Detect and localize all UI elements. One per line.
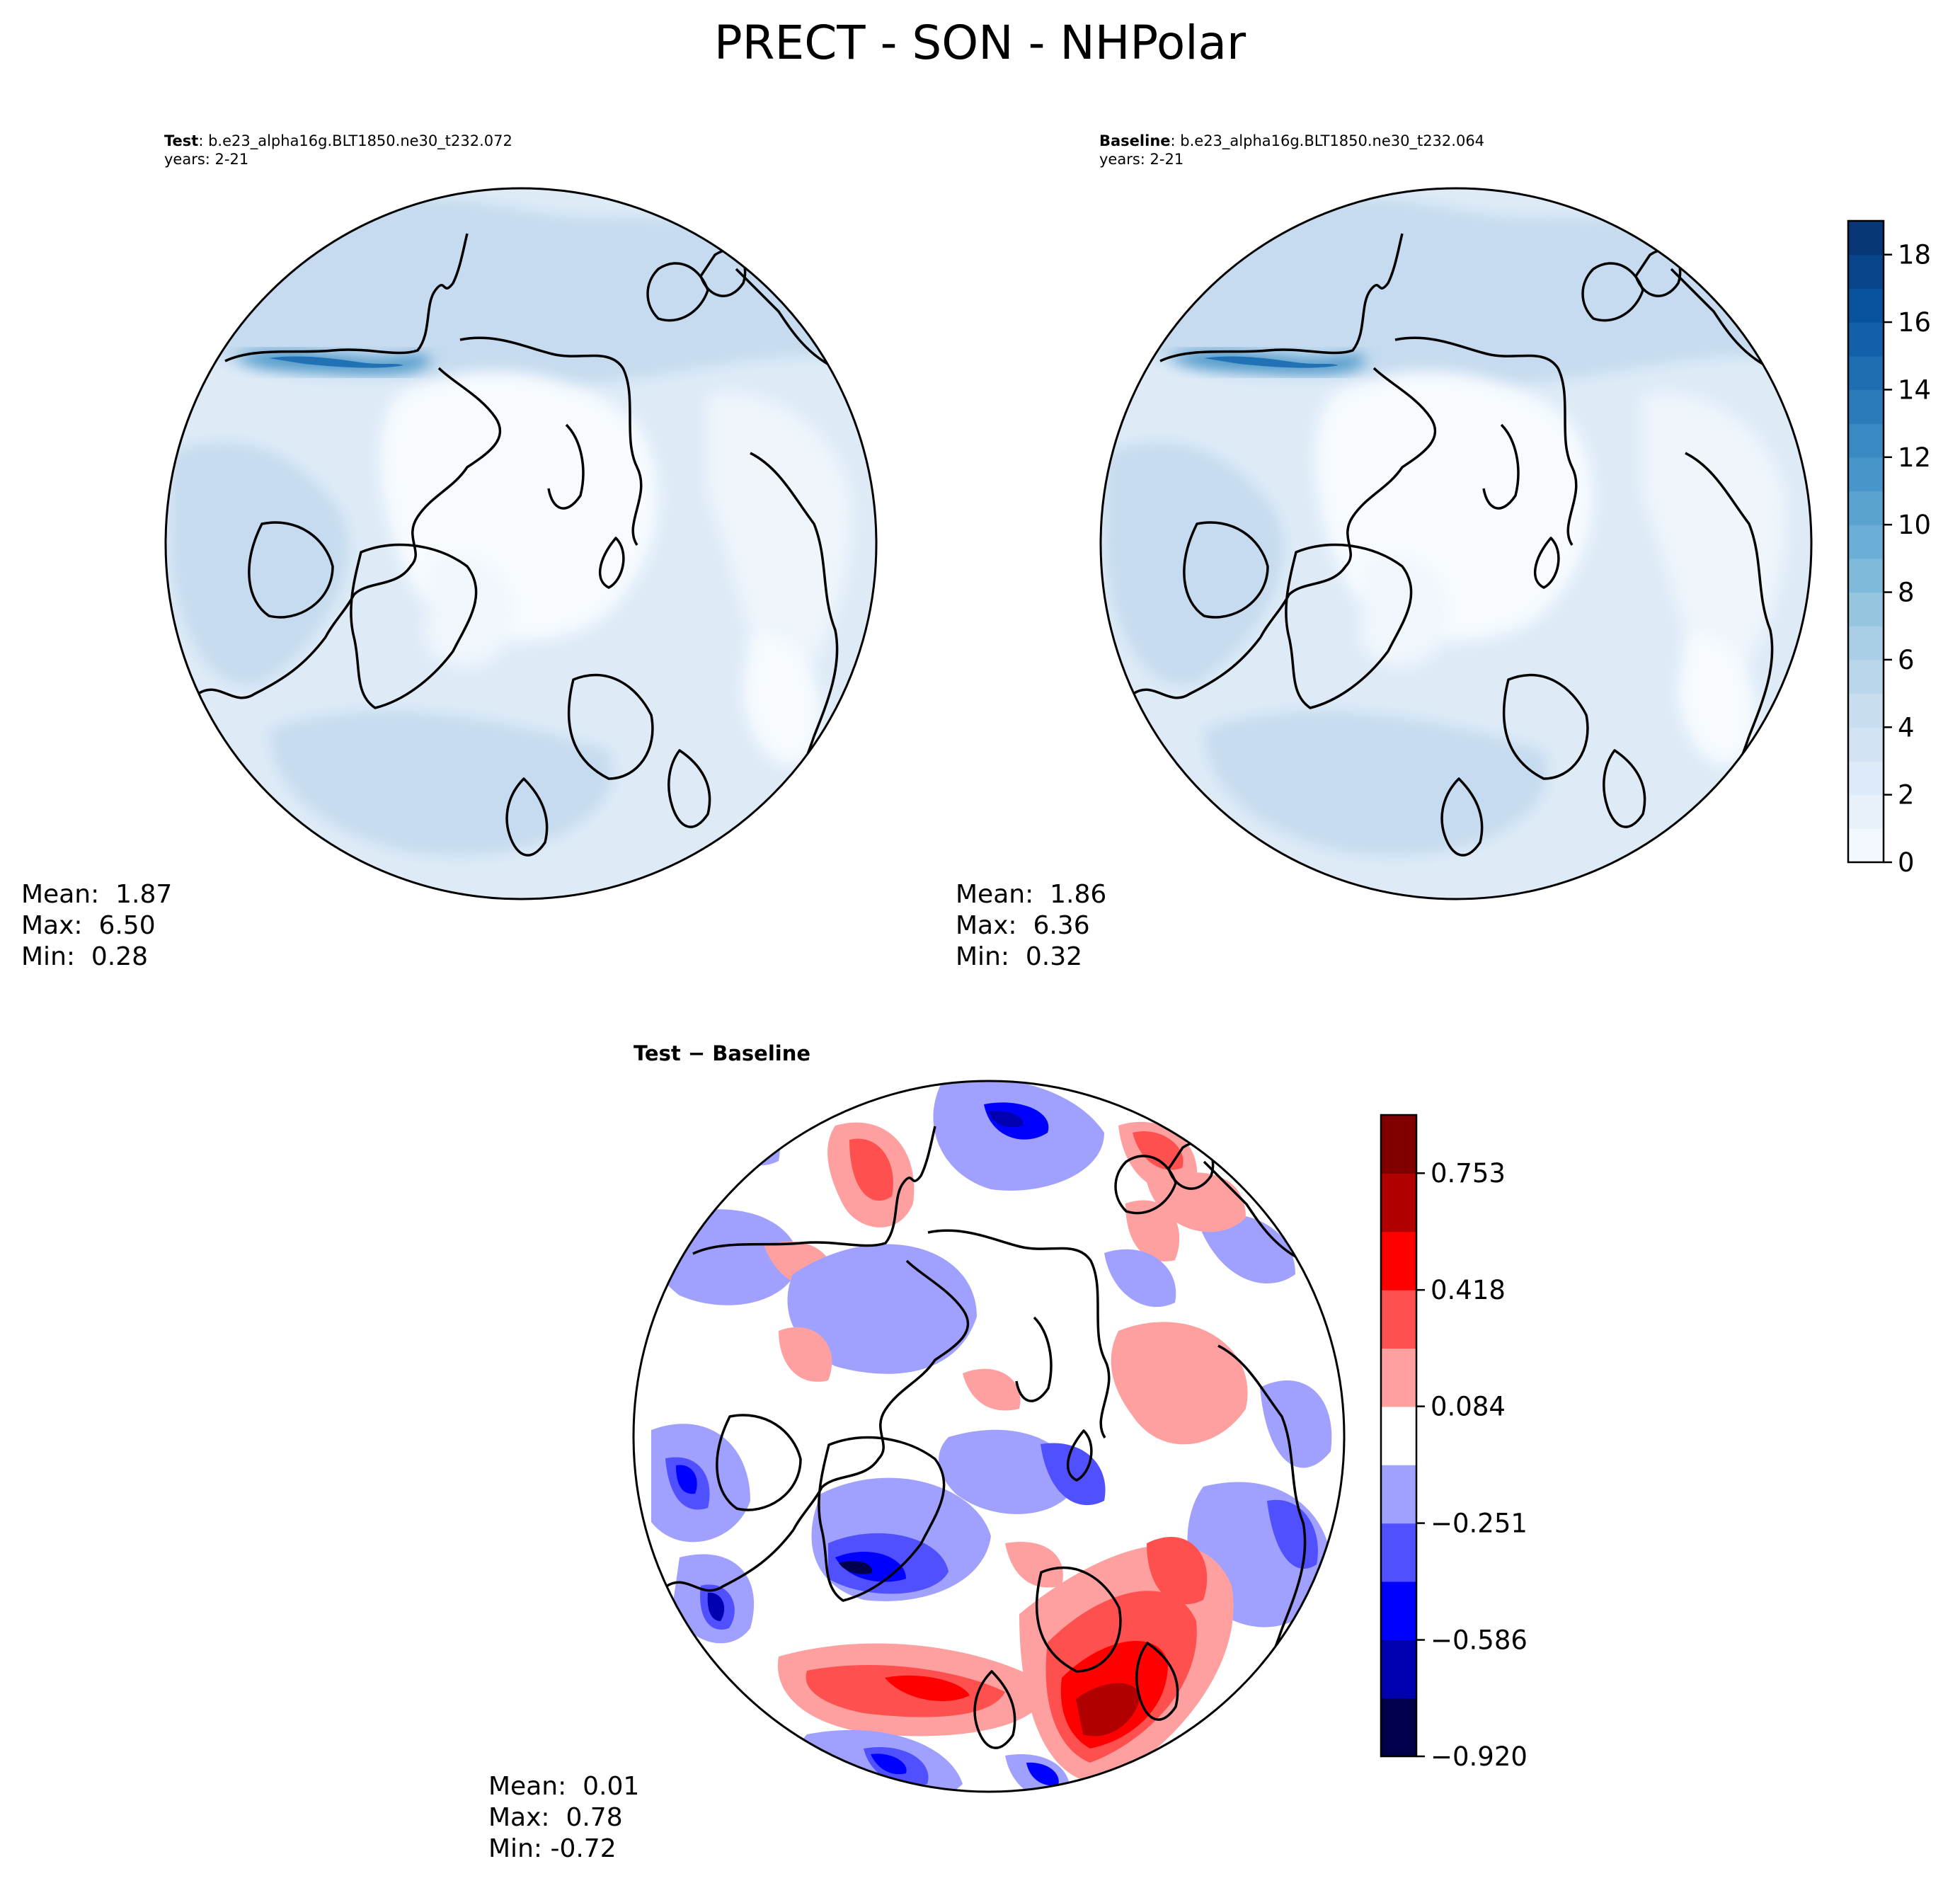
baseline-max: Max: 6.36 [956, 911, 1090, 940]
precip-colorbar-tick-label: 14 [1898, 374, 1931, 405]
test-label: Test [164, 132, 199, 149]
test-map [164, 187, 878, 900]
baseline-map [1099, 187, 1813, 900]
diff-colorbar-level [1381, 1581, 1416, 1640]
diff-colorbar-level [1381, 1173, 1416, 1232]
precip-colorbar-level [1848, 355, 1884, 391]
precip-colorbar-level [1848, 659, 1884, 694]
diff-colorbar-tick-label: −0.920 [1431, 1741, 1528, 1772]
diff-colorbar-level [1381, 1290, 1416, 1349]
diff-stats: Mean: 0.01 Max: 0.78 Min: -0.72 [488, 1771, 639, 1865]
diff-colorbar-level [1381, 1406, 1416, 1465]
precip-colorbar-level [1848, 727, 1884, 762]
test-min: Min: 0.28 [21, 942, 149, 971]
precip-colorbar-level [1848, 491, 1884, 525]
diff-colorbar-level [1381, 1698, 1416, 1757]
precip-colorbar-level [1848, 457, 1884, 492]
diff-colorbar-level [1381, 1523, 1416, 1582]
test-coastlines [168, 233, 839, 899]
test-max-core [269, 356, 403, 368]
diff-map [632, 1080, 1346, 1793]
precip-colorbar-level [1848, 828, 1884, 863]
diff-colorbar-level [1381, 1640, 1416, 1699]
precip-colorbar-tick-label: 10 [1898, 510, 1931, 540]
diff-colorbar-level [1381, 1465, 1416, 1524]
baseline-subtitle: Baseline: b.e23_alpha16g.BLT1850.ne30_t2… [1099, 132, 1484, 168]
precip-colorbar-level [1848, 592, 1884, 627]
test-subtitle: Test: b.e23_alpha16g.BLT1850.ne30_t232.0… [164, 132, 512, 168]
precip-colorbar-tick-label: 16 [1898, 307, 1931, 338]
diff-colorbar-level [1381, 1348, 1416, 1407]
precip-colorbar-tick-label: 4 [1898, 712, 1915, 743]
precip-colorbar-level [1848, 389, 1884, 424]
diff-colorbar-tick-label: −0.251 [1431, 1509, 1528, 1539]
diff-min: Min: -0.72 [488, 1834, 617, 1863]
baseline-coastlines [1104, 233, 1774, 899]
diff-anomaly-blobs [651, 1081, 1344, 1792]
diff-colorbar-tick-label: 0.084 [1431, 1392, 1506, 1422]
precip-colorbar: 0 2 4 6 8 10 12 14 16 18 [1847, 219, 1931, 878]
precip-colorbar-level [1848, 794, 1884, 829]
baseline-stats: Mean: 1.86 Max: 6.36 Min: 0.32 [956, 879, 1106, 973]
baseline-case-name: : b.e23_alpha16g.BLT1850.ne30_t232.064 [1170, 132, 1485, 149]
precip-colorbar-level [1848, 254, 1884, 289]
test-max: Max: 6.50 [21, 911, 156, 940]
diff-colorbar-frame [1380, 1114, 1418, 1758]
diff-colorbar-tick-label: −0.586 [1431, 1625, 1528, 1656]
test-mean: Mean: 1.87 [21, 880, 173, 909]
precip-colorbar-level [1848, 760, 1884, 796]
precip-colorbar-tick-label: 2 [1898, 780, 1915, 811]
baseline-map-frame [1099, 187, 1813, 900]
diff-coastlines [636, 1126, 1307, 1792]
precip-colorbar-tick-label: 8 [1898, 578, 1915, 608]
baseline-max-core [1204, 356, 1339, 368]
precip-colorbar-tick-label: 18 [1898, 240, 1931, 270]
precip-colorbar-tick-label: 0 [1898, 847, 1915, 878]
diff-mean: Mean: 0.01 [488, 1772, 640, 1801]
diff-map-frame [632, 1080, 1346, 1793]
precip-colorbar-level [1848, 693, 1884, 728]
precip-colorbar-level [1848, 221, 1884, 256]
precip-colorbar-level [1848, 322, 1884, 357]
baseline-years: years: 2-21 [1099, 151, 1184, 168]
diff-colorbar-tick-label: 0.753 [1431, 1158, 1506, 1189]
test-stats: Mean: 1.87 Max: 6.50 Min: 0.28 [21, 879, 172, 973]
test-map-frame [164, 187, 878, 900]
precip-colorbar-level [1848, 626, 1884, 660]
diff-colorbar-tick-label: 0.418 [1431, 1275, 1506, 1305]
precip-colorbar-level [1848, 423, 1884, 458]
diff-colorbar: −0.920 −0.586 −0.251 0.084 0.418 0.753 [1380, 1114, 1528, 1772]
diff-max: Max: 0.78 [488, 1803, 623, 1832]
test-case-name: : b.e23_alpha16g.BLT1850.ne30_t232.072 [198, 132, 512, 149]
precip-colorbar-level [1848, 525, 1884, 559]
diff-colorbar-level [1381, 1115, 1416, 1174]
test-precip-field [170, 196, 876, 857]
precip-colorbar-level [1848, 558, 1884, 593]
diff-title: Test − Baseline [634, 1041, 811, 1065]
precip-colorbar-frame [1847, 219, 1885, 864]
baseline-min: Min: 0.32 [956, 942, 1083, 971]
precip-colorbar-tick-label: 6 [1898, 645, 1915, 675]
figure-title: PRECT - SON - NHPolar [713, 16, 1247, 70]
baseline-mean: Mean: 1.86 [956, 880, 1107, 909]
diff-colorbar-level [1381, 1231, 1416, 1291]
baseline-label: Baseline [1099, 132, 1171, 149]
precip-colorbar-level [1848, 288, 1884, 323]
test-years: years: 2-21 [164, 151, 249, 168]
precip-colorbar-tick-label: 12 [1898, 442, 1931, 473]
